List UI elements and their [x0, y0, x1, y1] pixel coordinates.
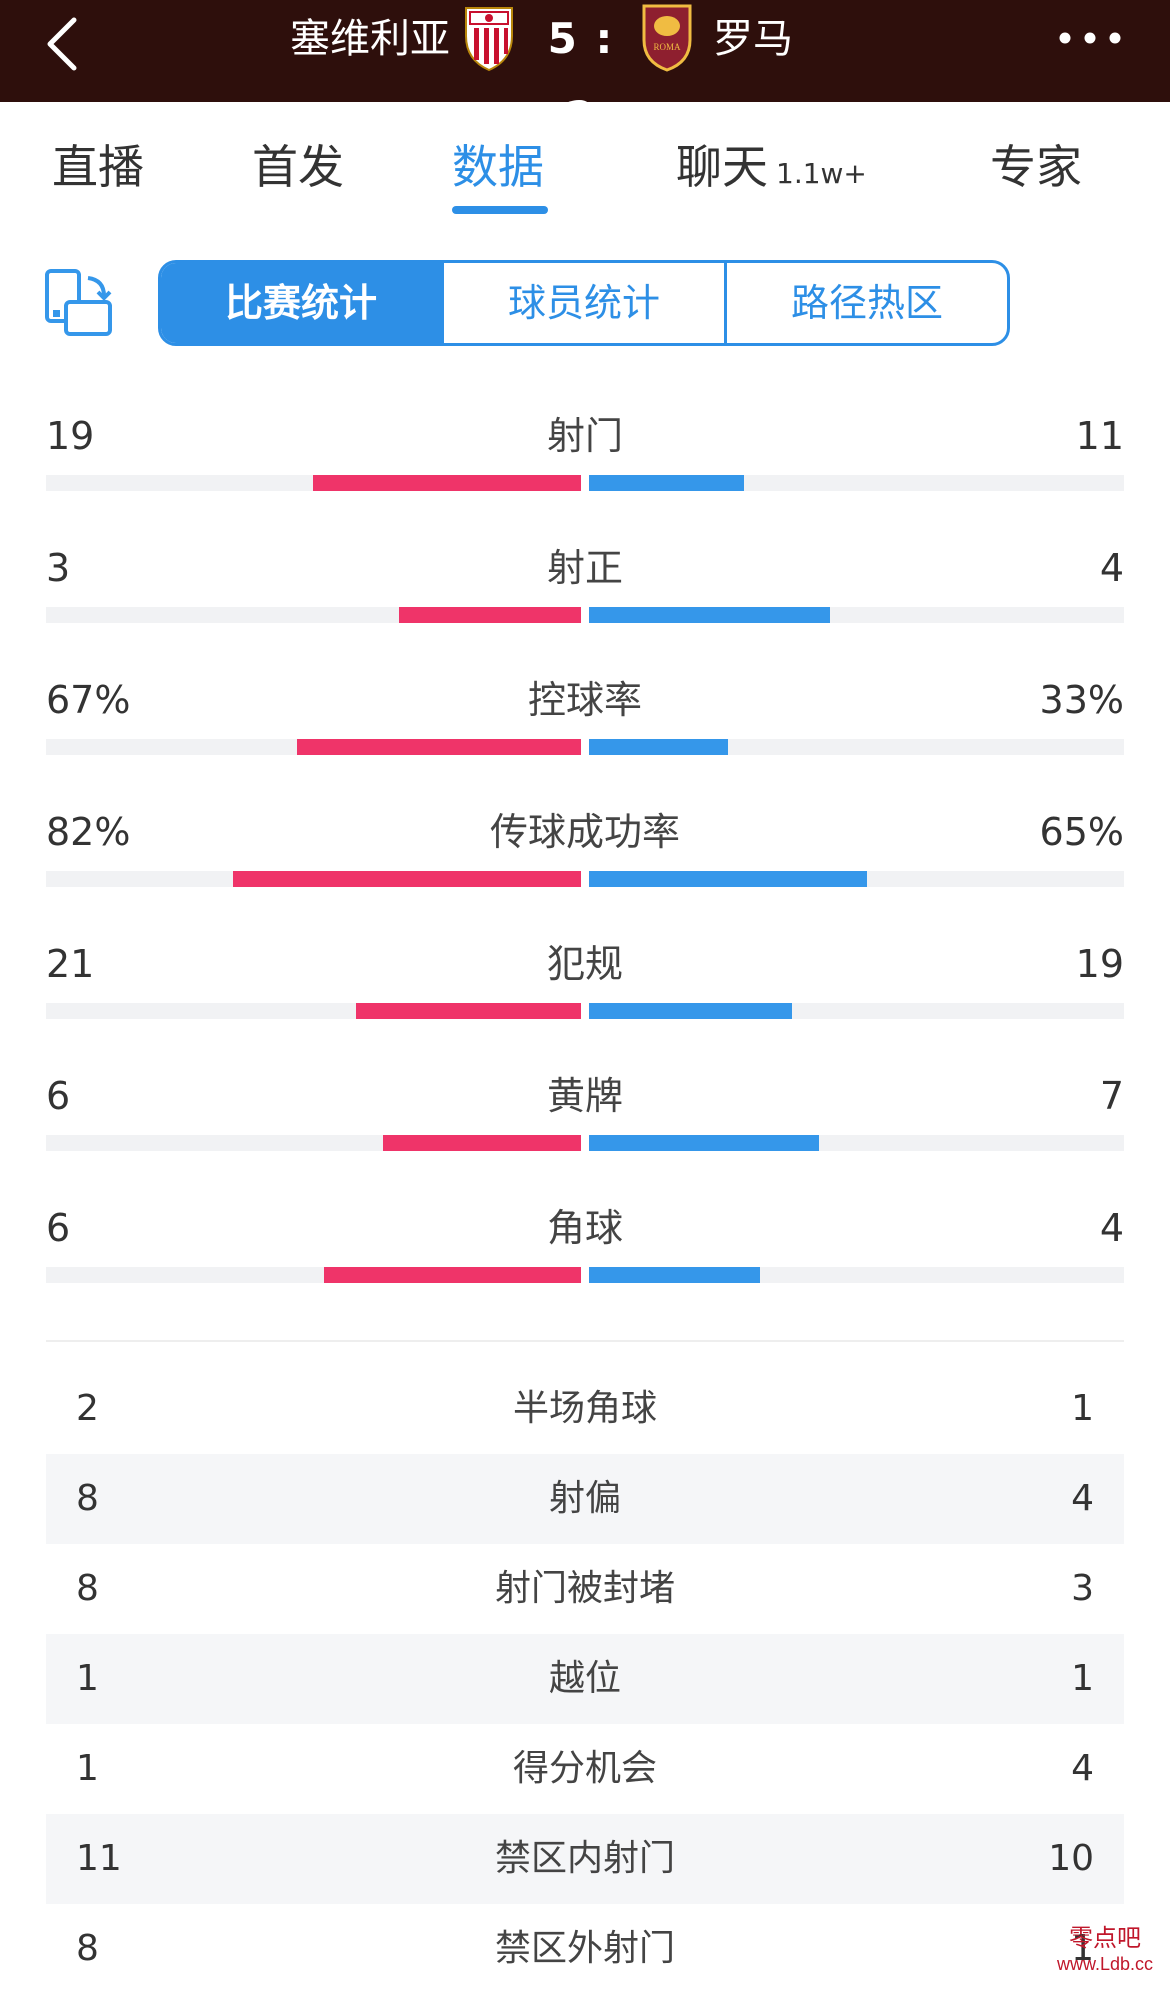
table-away-value: 3 — [1071, 1568, 1094, 1609]
table-row: 11 禁区内射门 10 — [46, 1814, 1124, 1904]
tab-live[interactable]: 直播 — [52, 140, 144, 194]
table-row: 1 得分机会 4 — [46, 1724, 1124, 1814]
table-row: 8 射门被封堵 3 — [46, 1544, 1124, 1634]
stat-home-bar — [399, 607, 581, 623]
table-away-value: 10 — [1048, 1838, 1094, 1879]
stat-home-value: 82% — [46, 810, 131, 854]
stat-home-bar — [383, 1135, 581, 1151]
table-stat-label: 射偏 — [548, 1478, 621, 1519]
tab-experts[interactable]: 专家 — [990, 140, 1082, 194]
stats-segment-control: 比赛统计 球员统计 路径热区 — [158, 260, 1010, 346]
stat-home-bar — [356, 1003, 581, 1019]
table-away-value: 1 — [1071, 1658, 1094, 1699]
table-stat-label: 禁区外射门 — [494, 1928, 675, 1969]
table-stats-list: 2 半场角球 1 8 射偏 4 8 射门被封堵 3 1 越位 1 1 得分机会 4 11 禁区内射门 10 8 禁区外… — [46, 1364, 1124, 1994]
tab-data[interactable]: 数据 — [452, 140, 544, 194]
table-home-value: 11 — [76, 1838, 122, 1879]
stat-row: 6 黄牌 7 — [0, 1055, 1170, 1187]
more-dots-icon[interactable] — [1055, 20, 1125, 56]
chat-count-badge: 1.1w+ — [776, 157, 867, 190]
stat-row: 3 射正 4 — [0, 527, 1170, 659]
segment-match-stats[interactable]: 比赛统计 — [161, 263, 444, 343]
stat-label: 黄牌 — [546, 1074, 623, 1118]
stat-home-value: 3 — [46, 546, 71, 590]
match-score: 5 : 2 — [547, 14, 615, 141]
table-away-value: 1 — [1071, 1928, 1094, 1969]
table-away-value: 4 — [1071, 1478, 1094, 1519]
stat-home-value: 67% — [46, 678, 131, 722]
stat-row: 21 犯规 19 — [0, 923, 1170, 1055]
stat-away-bar — [589, 607, 830, 623]
tab-chat[interactable]: 聊天 1.1w+ — [676, 132, 867, 202]
table-row: 1 越位 1 — [46, 1634, 1124, 1724]
active-tab-indicator — [452, 206, 548, 214]
table-row: 8 射偏 4 — [46, 1454, 1124, 1544]
roma-crest-text: ROMA — [653, 42, 681, 52]
stat-home-bar — [313, 475, 581, 491]
segment-heat-map[interactable]: 路径热区 — [790, 281, 943, 325]
segment-player-stats[interactable]: 球员统计 — [444, 263, 727, 343]
stat-away-bar — [589, 475, 744, 491]
stat-away-value: 4 — [1099, 1206, 1124, 1250]
stat-row: 82% 传球成功率 65% — [0, 791, 1170, 923]
roma-crest-icon[interactable]: ROMA — [638, 2, 696, 72]
stat-label: 控球率 — [527, 678, 642, 722]
sevilla-crest-icon[interactable] — [460, 2, 518, 72]
table-away-value: 4 — [1071, 1748, 1094, 1789]
stat-home-value: 21 — [46, 942, 95, 986]
stat-away-value: 4 — [1099, 546, 1124, 590]
stat-label: 射门 — [546, 414, 623, 458]
away-team-name[interactable]: 罗马 — [713, 16, 793, 62]
table-row: 8 禁区外射门 1 — [46, 1904, 1124, 1994]
table-home-value: 8 — [76, 1568, 99, 1609]
stat-label: 传球成功率 — [489, 810, 680, 854]
stat-home-value: 6 — [46, 1206, 71, 1250]
stat-away-bar — [589, 1267, 760, 1283]
table-away-value: 1 — [1071, 1388, 1094, 1429]
table-stat-label: 禁区内射门 — [494, 1838, 675, 1879]
section-divider — [46, 1340, 1124, 1342]
table-home-value: 1 — [76, 1658, 99, 1699]
stat-home-value: 6 — [46, 1074, 71, 1118]
stat-away-bar — [589, 871, 867, 887]
stat-label: 角球 — [546, 1206, 623, 1250]
stat-away-bar — [589, 1003, 792, 1019]
stat-home-bar — [233, 871, 581, 887]
table-home-value: 1 — [76, 1748, 99, 1789]
watermark-url: www.Ldb.cc — [1056, 1954, 1154, 1974]
stat-label: 射正 — [546, 546, 623, 590]
stat-away-value: 33% — [1039, 678, 1124, 722]
table-home-value: 8 — [76, 1928, 99, 1969]
stat-label: 犯规 — [546, 942, 623, 986]
table-home-value: 2 — [76, 1388, 99, 1429]
stat-away-bar — [589, 1135, 819, 1151]
stat-home-value: 19 — [46, 414, 95, 458]
rotate-screen-icon[interactable] — [44, 268, 114, 338]
table-stat-label: 得分机会 — [512, 1748, 657, 1789]
tab-lineup[interactable]: 首发 — [252, 140, 344, 194]
stat-away-bar — [589, 739, 728, 755]
chevron-left-icon[interactable] — [40, 14, 84, 74]
stat-away-value: 11 — [1075, 414, 1124, 458]
match-header: 塞维利亚 5 : 2 ROMA 罗马 — [0, 0, 1170, 141]
watermark-cn: 零点吧 — [1069, 1924, 1141, 1952]
home-team-name[interactable]: 塞维利亚 — [290, 16, 450, 62]
stat-home-bar — [324, 1267, 581, 1283]
table-row: 2 半场角球 1 — [46, 1364, 1124, 1454]
stat-row: 67% 控球率 33% — [0, 659, 1170, 791]
table-home-value: 8 — [76, 1478, 99, 1519]
stat-away-value: 7 — [1099, 1074, 1124, 1118]
stat-away-value: 65% — [1039, 810, 1124, 854]
bar-stats-list: 19 射门 11 3 射正 4 67% 控球率 33% 82% 传球成功率 65% 21 犯规 19 6 黄牌 7… — [0, 395, 1170, 1319]
table-stat-label: 半场角球 — [512, 1388, 657, 1429]
stat-home-bar — [297, 739, 581, 755]
stat-away-value: 19 — [1075, 942, 1124, 986]
tab-chat-label: 聊天 — [676, 140, 768, 194]
stat-row: 19 射门 11 — [0, 395, 1170, 527]
main-tabs: 直播 首发 数据 聊天 1.1w+ 专家 — [0, 102, 1170, 222]
watermark: 零点吧 www.Ldb.cc — [1040, 1925, 1170, 1980]
table-stat-label: 越位 — [548, 1658, 621, 1699]
table-stat-label: 射门被封堵 — [494, 1568, 675, 1609]
stat-row: 6 角球 4 — [0, 1187, 1170, 1319]
